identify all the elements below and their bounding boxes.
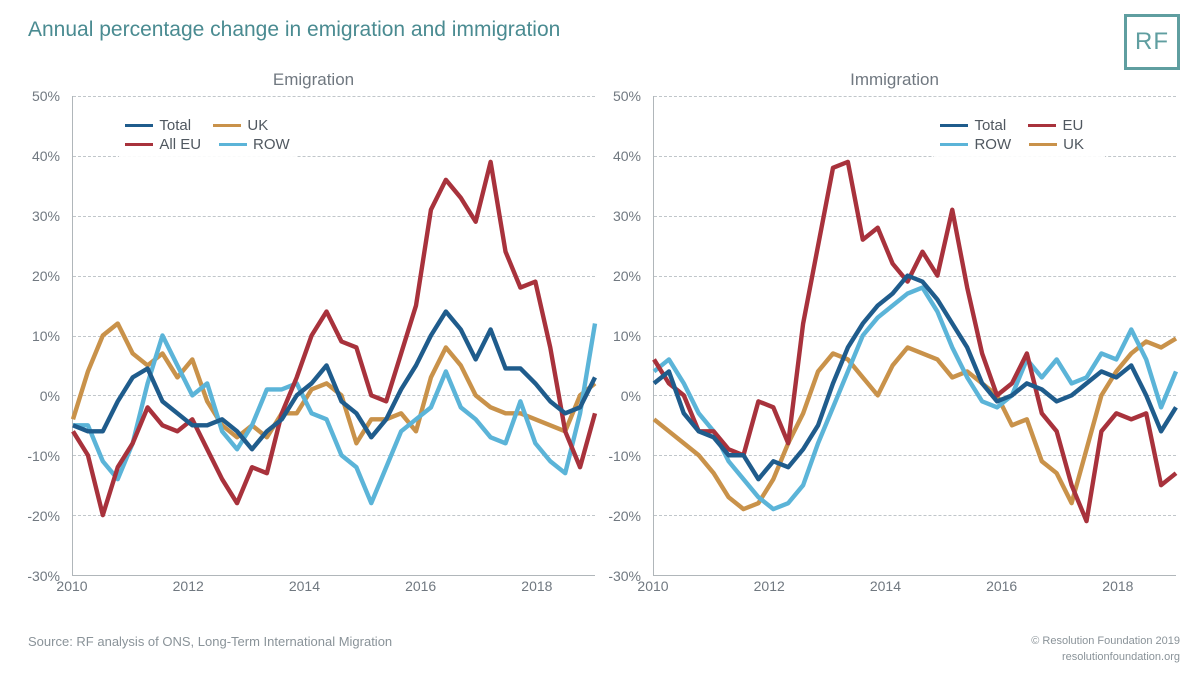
website-text: resolutionfoundation.org: [1031, 650, 1180, 665]
legend-label: ROW: [253, 136, 290, 153]
x-axis-label: 2010: [56, 578, 87, 594]
y-axis-label: 40%: [32, 148, 60, 164]
panel-title-immigration: Immigration: [609, 70, 1180, 90]
legend-item-uk: UK: [1029, 136, 1099, 153]
series-eu: [73, 162, 595, 515]
panel-title-emigration: Emigration: [28, 70, 599, 90]
y-axis-label: -30%: [27, 568, 60, 584]
x-axis-label: 2012: [754, 578, 785, 594]
x-axis-label: 2010: [637, 578, 668, 594]
legend-swatch: [940, 143, 968, 146]
x-axis-label: 2018: [521, 578, 552, 594]
panel-immigration: Immigration 50% 40% 30% 20% 10% 0% -10% -20% -30…: [609, 70, 1180, 615]
plot-emigration: 50%40%30%20%10%0%-10%-20%-30%20102012201…: [28, 96, 599, 596]
legend-item-uk: UK: [213, 117, 283, 134]
line-svg: [73, 96, 595, 575]
y-axis-label: 50%: [613, 88, 641, 104]
plot-immigration: 50%40%30%20%10%0%-10%-20%-30%20102012201…: [609, 96, 1180, 596]
plot-area: [653, 96, 1176, 576]
copyright-text: © Resolution Foundation 2019: [1031, 634, 1180, 649]
legend-item-total: Total: [125, 117, 195, 134]
legend-label: Total: [974, 117, 1006, 134]
y-axis-label: 40%: [613, 148, 641, 164]
series-uk: [654, 339, 1176, 510]
legend-label: UK: [247, 117, 268, 134]
y-axis-label: 50%: [32, 88, 60, 104]
panel-emigration: Emigration 50% 40% 30% 20% 10% 0% -10% -20% -30%…: [28, 70, 599, 615]
legend-label: Total: [159, 117, 191, 134]
x-axis-label: 2012: [173, 578, 204, 594]
legend-item-total: Total: [940, 117, 1010, 134]
legend: Total EU ROW UK: [934, 111, 1105, 159]
x-axis-label: 2014: [870, 578, 901, 594]
legend-label: EU: [1062, 117, 1083, 134]
y-axis-label: 30%: [613, 208, 641, 224]
y-axis-label: 0%: [40, 388, 60, 404]
legend-label: UK: [1063, 136, 1084, 153]
legend-swatch: [213, 124, 241, 127]
legend-label: ROW: [974, 136, 1011, 153]
y-axis-label: 10%: [32, 328, 60, 344]
legend-item-eu: All EU: [125, 136, 201, 153]
line-svg: [654, 96, 1176, 575]
y-axis-label: -20%: [27, 508, 60, 524]
chart-container: Emigration 50% 40% 30% 20% 10% 0% -10% -20% -30%…: [28, 70, 1180, 615]
legend-swatch: [125, 143, 153, 146]
legend-item-eu: EU: [1028, 117, 1098, 134]
x-axis-label: 2018: [1102, 578, 1133, 594]
x-axis-label: 2014: [289, 578, 320, 594]
legend-swatch: [1029, 143, 1057, 146]
legend-swatch: [219, 143, 247, 146]
series-row: [654, 288, 1176, 510]
legend-swatch: [125, 124, 153, 127]
legend-swatch: [940, 124, 968, 127]
y-axis-label: 0%: [621, 388, 641, 404]
y-axis-label: 20%: [613, 268, 641, 284]
y-axis-label: 10%: [613, 328, 641, 344]
legend-swatch: [1028, 124, 1056, 127]
series-total: [73, 312, 595, 450]
y-axis-label: 20%: [32, 268, 60, 284]
chart-title: Annual percentage change in emigration a…: [28, 18, 560, 42]
rf-logo: RF: [1124, 14, 1180, 70]
y-axis-label: -10%: [608, 448, 641, 464]
plot-area: [72, 96, 595, 576]
y-axis-label: -20%: [608, 508, 641, 524]
legend-item-row: ROW: [219, 136, 290, 153]
x-axis-label: 2016: [986, 578, 1017, 594]
y-axis-label: -30%: [608, 568, 641, 584]
legend: Total UK All EU ROW: [119, 111, 295, 159]
source-note: Source: RF analysis of ONS, Long-Term In…: [28, 634, 392, 649]
legend-item-row: ROW: [940, 136, 1011, 153]
footer-credit: © Resolution Foundation 2019 resolutionf…: [1031, 634, 1180, 665]
legend-label: All EU: [159, 136, 201, 153]
y-axis-label: -10%: [27, 448, 60, 464]
x-axis-label: 2016: [405, 578, 436, 594]
y-axis-label: 30%: [32, 208, 60, 224]
